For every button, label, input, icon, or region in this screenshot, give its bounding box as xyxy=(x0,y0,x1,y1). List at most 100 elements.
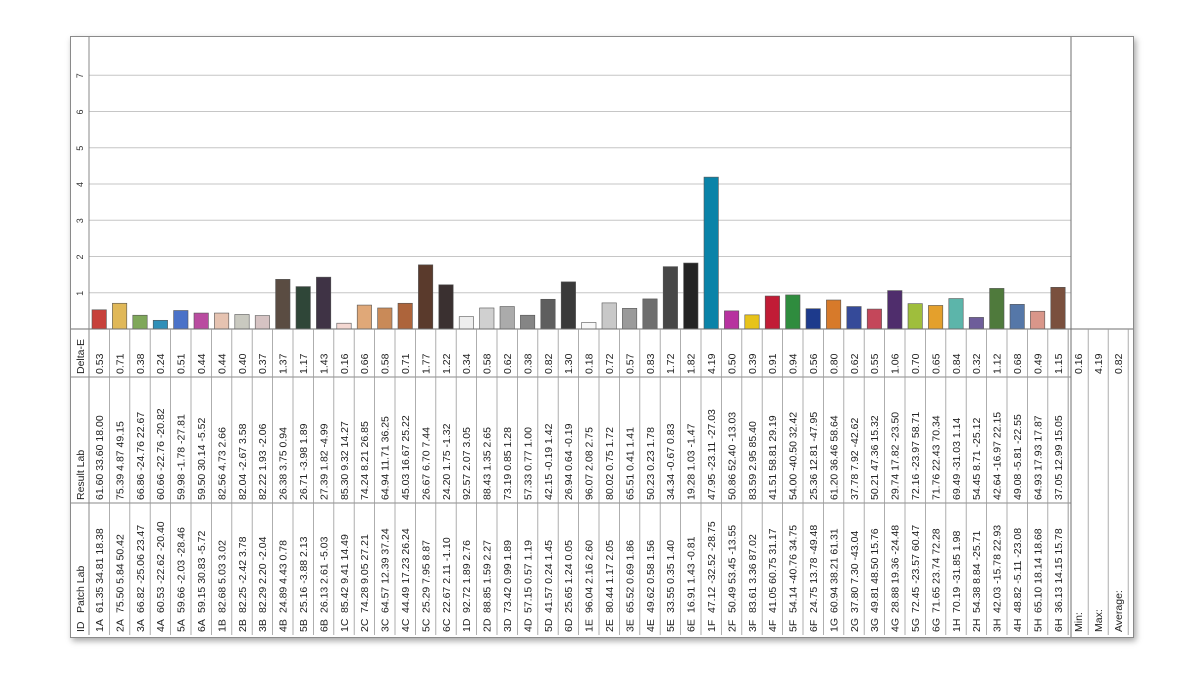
bar-4G xyxy=(887,290,903,330)
patch-lab-value: 57.15 0.57 1.19 xyxy=(522,540,534,613)
result-lab-value: 25.36 12.81 -47.95 xyxy=(808,412,820,500)
patch-id: 4A xyxy=(155,619,167,632)
delta-e-value: 0.62 xyxy=(849,353,861,374)
patch-id: 1H xyxy=(951,619,963,632)
patch-lab-value: 72.45 -23.57 60.47 xyxy=(910,525,922,613)
patch-id: 1A xyxy=(94,619,106,632)
y-tick-label: 7 xyxy=(75,73,85,78)
patch-id: 4E xyxy=(645,619,657,632)
delta-e-value: 1.72 xyxy=(665,353,677,374)
bar-6E xyxy=(683,262,699,330)
delta-e-value: 1.22 xyxy=(441,353,453,374)
result-lab-value: 34.34 -0.67 0.83 xyxy=(665,423,677,500)
patch-id: 2H xyxy=(971,619,983,632)
bar-1G xyxy=(826,299,842,330)
delta-e-value: 1.82 xyxy=(686,353,698,374)
result-lab-value: 26.38 3.75 0.94 xyxy=(278,427,290,500)
patch-id: 4D xyxy=(522,618,534,632)
delta-e-value: 1.12 xyxy=(992,353,1004,374)
result-lab-value: 45.03 16.67 25.22 xyxy=(400,415,412,500)
patch-id: 5H xyxy=(1032,619,1044,632)
patch-id: 6A xyxy=(196,619,208,632)
patch-lab-value: 24.89 4.43 0.78 xyxy=(278,540,290,613)
y-tick-label: 5 xyxy=(75,146,85,151)
delta-e-value: 0.50 xyxy=(726,353,738,374)
result-lab-value: 54.00 -40.50 32.42 xyxy=(788,412,800,500)
result-lab-value: 61.20 36.46 58.64 xyxy=(828,415,840,500)
delta-e-value: 0.16 xyxy=(339,353,351,374)
result-lab-value: 71.76 22.43 70.34 xyxy=(930,415,942,500)
patch-lab-value: 41.57 0.24 1.45 xyxy=(543,540,555,613)
delta-e-value: 0.55 xyxy=(869,353,881,374)
result-lab-value: 50.23 0.23 1.78 xyxy=(645,427,657,500)
patch-lab-value: 70.19 -31.85 1.98 xyxy=(951,531,963,613)
delta-e-chart: 1 2 3 4 5 6 7 Delta-E Result Lab ID Patch Lab 0.53 6… xyxy=(71,37,1133,637)
result-lab-value: 29.74 17.82 -23.50 xyxy=(890,412,902,500)
delta-e-value: 0.71 xyxy=(114,353,126,374)
result-lab-value: 72.16 -23.97 58.71 xyxy=(910,412,922,500)
patch-lab-value: 16.91 1.43 -0.81 xyxy=(686,536,698,613)
patch-lab-value: 50.49 53.45 -13.55 xyxy=(726,525,738,613)
delta-e-value: 1.06 xyxy=(890,353,902,374)
delta-e-value: 0.82 xyxy=(543,353,555,374)
y-tick-label: 4 xyxy=(75,182,85,187)
min-label: Min: xyxy=(1073,612,1085,632)
bar-4B xyxy=(275,279,291,330)
delta-e-value: 0.62 xyxy=(502,353,514,374)
delta-e-value: 0.72 xyxy=(604,353,616,374)
patch-lab-value: 85.42 9.41 14.49 xyxy=(339,534,351,613)
bar-5H xyxy=(1030,310,1046,330)
patch-lab-value: 66.82 -25.06 23.47 xyxy=(135,525,147,613)
delta-e-value: 0.18 xyxy=(584,353,596,374)
patch-id: 5E xyxy=(665,619,677,632)
average-value: 0.82 xyxy=(1113,353,1125,374)
patch-lab-value: 59.15 30.83 -5.72 xyxy=(196,531,208,613)
delta-e-value: 0.32 xyxy=(971,353,983,374)
result-lab-value: 19.28 1.03 -1.47 xyxy=(686,423,698,500)
bar-2E xyxy=(601,302,617,330)
patch-id: 4H xyxy=(1012,619,1024,632)
result-lab-value: 66.86 -24.76 22.67 xyxy=(135,412,147,500)
patch-lab-value: 25.16 -3.88 2.13 xyxy=(298,536,310,613)
patch-id: 3H xyxy=(992,619,1004,632)
patch-lab-value: 92.72 1.89 2.76 xyxy=(461,540,473,613)
patch-id: 3B xyxy=(257,619,269,632)
bar-3G xyxy=(866,308,882,330)
delta-e-value: 0.66 xyxy=(359,353,371,374)
patch-id: 6F xyxy=(808,620,820,632)
patch-id: 1D xyxy=(461,618,473,632)
bar-6A xyxy=(193,312,209,330)
result-lab-header: Result Lab xyxy=(75,450,87,500)
bar-1E xyxy=(581,322,597,330)
patch-lab-value: 83.61 3.36 87.02 xyxy=(747,534,759,613)
patch-id: 6E xyxy=(686,619,698,632)
result-lab-value: 26.67 6.70 7.44 xyxy=(420,427,432,500)
delta-e-value: 0.49 xyxy=(1032,353,1044,374)
result-lab-value: 26.94 0.64 -0.19 xyxy=(563,423,575,500)
bar-2B xyxy=(234,314,250,330)
patch-id: 4B xyxy=(278,619,290,632)
patch-id: 4C xyxy=(400,618,412,632)
result-lab-value: 41.51 58.81 29.19 xyxy=(767,415,779,500)
patch-id: 5F xyxy=(788,620,800,632)
patch-id: 2F xyxy=(726,620,738,632)
delta-e-value: 0.68 xyxy=(1012,353,1024,374)
id-header: ID xyxy=(75,621,87,632)
y-tick-label: 2 xyxy=(75,254,85,259)
patch-id: 6C xyxy=(441,618,453,632)
bar-5G xyxy=(907,303,923,330)
bar-5C xyxy=(418,264,434,330)
patch-id: 3G xyxy=(869,618,881,632)
bar-3B xyxy=(254,315,270,330)
patch-id: 3A xyxy=(135,619,147,632)
result-lab-value: 50.21 47.36 15.32 xyxy=(869,415,881,500)
bar-3A xyxy=(132,314,148,330)
patch-lab-value: 54.38 8.84 -25.71 xyxy=(971,531,983,613)
result-lab-value: 61.60 33.60 18.00 xyxy=(94,415,106,500)
patch-lab-value: 48.82 -5.11 -23.08 xyxy=(1012,528,1024,613)
delta-e-value: 0.39 xyxy=(747,353,759,374)
delta-e-value: 0.38 xyxy=(522,353,534,374)
patch-lab-value: 64.57 12.39 37.24 xyxy=(380,528,392,613)
delta-e-value: 1.77 xyxy=(420,353,432,374)
result-lab-value: 47.95 -23.11 -27.03 xyxy=(706,409,718,500)
